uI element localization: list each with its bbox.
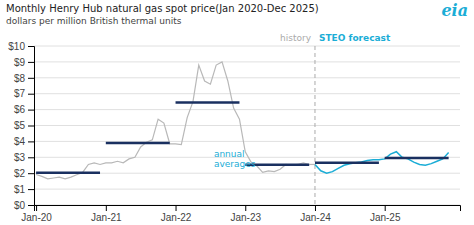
tick-label: Jan-24 — [300, 212, 331, 223]
tick: $0 — [14, 200, 34, 211]
grid-line — [34, 157, 460, 158]
grid-line — [34, 109, 460, 110]
axis-domain — [35, 206, 461, 212]
tick-mark — [28, 78, 34, 79]
tick-mark — [176, 205, 177, 211]
grid — [34, 46, 460, 205]
tick-label: Jan-22 — [161, 212, 192, 223]
average-segment — [385, 157, 449, 160]
logo: eia — [441, 1, 468, 20]
tick: $4 — [14, 136, 34, 147]
series-label: history — [280, 33, 312, 43]
tick-mark — [28, 126, 34, 127]
tick-label: $7 — [14, 88, 26, 99]
axis-domain — [28, 47, 35, 206]
tick: $10 — [8, 41, 34, 52]
grid-line — [34, 93, 460, 94]
tick: Jan-20 — [21, 205, 52, 223]
tick: $8 — [14, 73, 34, 84]
average-segment — [315, 162, 379, 165]
annotations: history STEO forecast annualaverages — [214, 33, 391, 169]
tick-label: $0 — [14, 200, 26, 211]
tick-label: Jan-20 — [21, 212, 52, 223]
tick-label: Jan-25 — [370, 212, 401, 223]
tick-label: $3 — [14, 152, 26, 163]
tick: Jan-25 — [370, 205, 401, 223]
annotation-line: annual — [214, 149, 245, 159]
grid-line — [34, 125, 460, 126]
divider-line — [314, 46, 315, 205]
tick: $1 — [14, 184, 34, 195]
tick-mark — [385, 205, 386, 211]
tick-label: $1 — [14, 184, 26, 195]
tick-mark — [28, 110, 34, 111]
annotation: annualaverages — [214, 149, 256, 169]
tick-label: $5 — [14, 120, 26, 131]
tick-mark — [28, 94, 34, 95]
grid-line — [34, 77, 460, 78]
grid-line — [34, 61, 460, 62]
grid-line — [34, 189, 460, 190]
average-segment — [176, 101, 240, 104]
tick: $5 — [14, 120, 34, 131]
marks — [36, 46, 449, 205]
tick: $3 — [14, 152, 34, 163]
tick-mark — [28, 189, 34, 190]
tick-mark — [36, 205, 37, 211]
grid-line — [34, 141, 460, 142]
grid-line — [34, 46, 460, 47]
tick: $2 — [14, 168, 34, 179]
x-axis: Jan-20 Jan-21 Jan-22 Jan-23 Jan-24 Jan-25 — [21, 205, 460, 223]
average-segment — [36, 171, 100, 174]
tick-label: $2 — [14, 168, 26, 179]
tick-label: $8 — [14, 73, 26, 84]
series-line — [36, 62, 309, 179]
annotation-line: averages — [214, 159, 256, 169]
subtitle: dollars per million British thermal unit… — [6, 16, 182, 26]
tick-label: Jan-23 — [230, 212, 261, 223]
tick-mark — [28, 46, 34, 47]
tick-mark — [245, 205, 246, 211]
tick: Jan-24 — [300, 205, 331, 223]
tick-mark — [28, 62, 34, 63]
title: Monthly Henry Hub natural gas spot price… — [6, 3, 319, 14]
series-line — [315, 152, 449, 173]
tick: Jan-22 — [161, 205, 192, 223]
tick-mark — [28, 141, 34, 142]
y-axis: $0 $1 $2 $3 $4 $5 $6 $7 $8 $9 $10 — [8, 41, 34, 211]
tick-label: $10 — [8, 41, 25, 52]
tick-mark — [28, 157, 34, 158]
tick-label: $4 — [14, 136, 26, 147]
plot: Jan-20 Jan-21 Jan-22 Jan-23 Jan-24 Jan-25 $0 $1… — [8, 33, 460, 223]
tick: $7 — [14, 88, 34, 99]
chart: Monthly Henry Hub natural gas spot price… — [0, 0, 474, 225]
series-label: STEO forecast — [319, 33, 391, 43]
tick: Jan-21 — [91, 205, 122, 223]
tick: $6 — [14, 104, 34, 115]
tick-label: $6 — [14, 104, 26, 115]
tick: Jan-23 — [230, 205, 261, 223]
tick-label: $9 — [14, 57, 26, 68]
average-segment — [106, 142, 170, 145]
tick-mark — [315, 205, 316, 211]
tick-mark — [106, 205, 107, 211]
grid-line — [34, 173, 460, 174]
tick-label: Jan-21 — [91, 212, 122, 223]
tick: $9 — [14, 57, 34, 68]
tick-mark — [28, 205, 34, 206]
connector-line — [309, 164, 315, 165]
tick-mark — [28, 173, 34, 174]
